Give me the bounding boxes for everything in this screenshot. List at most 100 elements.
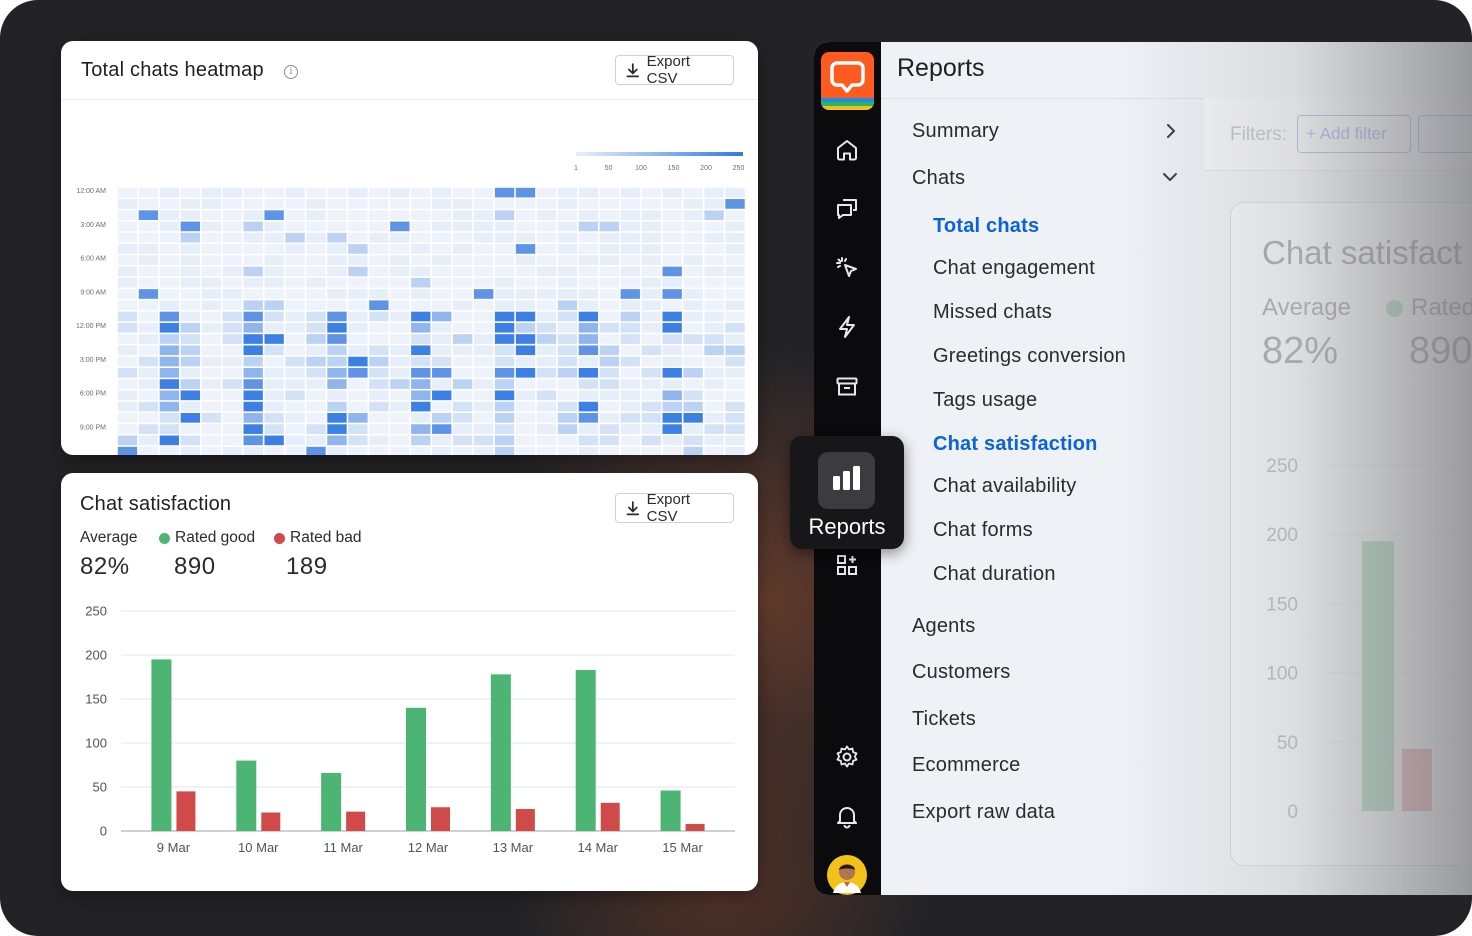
heatmap-cell bbox=[348, 210, 368, 220]
heatmap-cell bbox=[641, 435, 661, 446]
menu-item-ecommerce[interactable]: Ecommerce bbox=[912, 754, 1021, 776]
chevron-right-icon[interactable] bbox=[1163, 123, 1179, 139]
heatmap-cell bbox=[536, 199, 557, 209]
bar-rated-bad[interactable] bbox=[176, 791, 196, 831]
heatmap-cell bbox=[599, 311, 619, 322]
heatmap-cell bbox=[453, 413, 473, 423]
menu-item-summary[interactable]: Summary bbox=[912, 120, 999, 142]
menu-item-customers[interactable]: Customers bbox=[912, 661, 1011, 683]
heatmap-cell bbox=[138, 277, 159, 288]
heatmap-cell bbox=[201, 401, 221, 412]
menu-item-chat-duration[interactable]: Chat duration bbox=[933, 563, 1056, 585]
heatmap-cell bbox=[117, 356, 138, 367]
menu-item-missed-chats[interactable]: Missed chats bbox=[933, 301, 1053, 323]
heatmap-cell bbox=[515, 424, 536, 434]
bar-rated-good[interactable] bbox=[406, 707, 426, 831]
heatmap-cell bbox=[390, 356, 410, 367]
heatmap-cell bbox=[578, 311, 599, 322]
heatmap-cell bbox=[243, 322, 263, 333]
menu-item-total-chats[interactable]: Total chats bbox=[933, 215, 1040, 237]
heatmap-cell bbox=[285, 232, 305, 243]
traffic-icon[interactable] bbox=[834, 255, 860, 281]
satisfaction-export-button[interactable]: Export CSV bbox=[615, 491, 734, 525]
heatmap-cell bbox=[369, 210, 389, 220]
heatmap-cell bbox=[264, 300, 284, 311]
heatmap-cell bbox=[222, 424, 242, 434]
bar-rated-bad[interactable] bbox=[685, 823, 705, 831]
heatmap-cell bbox=[201, 244, 221, 254]
heatmap-cell bbox=[369, 334, 389, 344]
bar-rated-good[interactable] bbox=[575, 669, 596, 831]
bar-rated-bad[interactable] bbox=[261, 812, 281, 831]
heatmap-cell bbox=[536, 187, 557, 198]
heatmap-cell bbox=[620, 210, 640, 220]
menu-item-export-raw-data[interactable]: Export raw data bbox=[912, 801, 1056, 823]
heatmap-export-button[interactable]: Export CSV bbox=[615, 53, 734, 87]
heatmap-cell bbox=[411, 446, 431, 455]
bar-rated-good[interactable] bbox=[490, 674, 511, 831]
avatar[interactable] bbox=[827, 855, 867, 895]
bar-rated-good[interactable] bbox=[236, 760, 257, 831]
heatmap-cell bbox=[515, 413, 536, 423]
bar-rated-bad[interactable] bbox=[346, 811, 366, 831]
bar-rated-bad[interactable] bbox=[431, 807, 450, 831]
heatmap-cell bbox=[306, 322, 326, 333]
menu-item-chat-forms[interactable]: Chat forms bbox=[933, 519, 1033, 541]
menu-item-tags-usage[interactable]: Tags usage bbox=[933, 389, 1038, 411]
heatmap-cell bbox=[453, 311, 473, 322]
heatmap-cell bbox=[201, 413, 221, 423]
menu-item-chat-satisfaction[interactable]: Chat satisfaction bbox=[933, 433, 1098, 455]
apps-icon[interactable] bbox=[834, 552, 860, 578]
heatmap-cell bbox=[494, 244, 515, 254]
heatmap-cell bbox=[369, 367, 389, 378]
menu-item-tickets[interactable]: Tickets bbox=[912, 708, 976, 730]
heatmap-cell bbox=[348, 413, 368, 423]
bar-rated-good[interactable] bbox=[660, 790, 681, 831]
add-filter-button[interactable]: + Add filter bbox=[1297, 115, 1411, 153]
menu-item-agents[interactable]: Agents bbox=[912, 615, 976, 637]
home-icon[interactable] bbox=[834, 137, 860, 163]
heatmap-cell bbox=[683, 210, 703, 220]
heatmap-cell bbox=[515, 435, 536, 446]
livechat-logo[interactable] bbox=[821, 52, 874, 110]
heatmap-cell bbox=[599, 277, 619, 288]
y-tick-label: 0 bbox=[100, 824, 107, 839]
heatmap-cell bbox=[327, 446, 347, 455]
heatmap-cell bbox=[557, 413, 578, 423]
info-icon[interactable]: i bbox=[284, 65, 298, 79]
chevron-down-icon[interactable] bbox=[1162, 169, 1178, 185]
stat-good-value: 890 bbox=[174, 553, 216, 580]
bell-icon[interactable] bbox=[834, 803, 860, 829]
date-filter-button[interactable] bbox=[1418, 115, 1472, 153]
heatmap-cell bbox=[599, 210, 619, 220]
archives-icon[interactable] bbox=[834, 374, 860, 400]
heatmap-cell bbox=[180, 300, 200, 311]
heatmap-cell bbox=[536, 244, 557, 254]
bar-rated-good[interactable] bbox=[151, 659, 172, 831]
heatmap-row-label: 12:00 PM bbox=[76, 323, 106, 330]
heatmap-cell bbox=[411, 199, 431, 209]
heatmap-cell bbox=[159, 401, 180, 412]
heatmap-cell bbox=[411, 390, 431, 401]
heatmap-cell bbox=[662, 199, 682, 209]
bar-rated-good[interactable] bbox=[321, 772, 342, 831]
settings-icon[interactable] bbox=[834, 744, 860, 770]
heatmap-cell bbox=[201, 435, 221, 446]
menu-item-chats[interactable]: Chats bbox=[912, 167, 966, 189]
heatmap-cell bbox=[411, 322, 431, 333]
menu-item-chat-availability[interactable]: Chat availability bbox=[933, 475, 1077, 497]
bar-rated-bad[interactable] bbox=[515, 809, 535, 831]
heatmap-cell bbox=[453, 379, 473, 389]
heatmap-cell bbox=[306, 424, 326, 434]
heatmap-cell bbox=[348, 446, 368, 455]
heatmap-cell bbox=[662, 446, 682, 455]
automate-icon[interactable] bbox=[834, 314, 860, 340]
heatmap-cell bbox=[578, 322, 599, 333]
bar-rated-bad[interactable] bbox=[600, 802, 620, 831]
chats-icon[interactable] bbox=[834, 196, 860, 222]
reports-nav-tooltip[interactable]: Reports bbox=[790, 436, 904, 549]
menu-item-greetings-conversion[interactable]: Greetings conversion bbox=[933, 345, 1126, 367]
menu-item-chat-engagement[interactable]: Chat engagement bbox=[933, 257, 1096, 279]
heatmap-cell bbox=[536, 435, 557, 446]
